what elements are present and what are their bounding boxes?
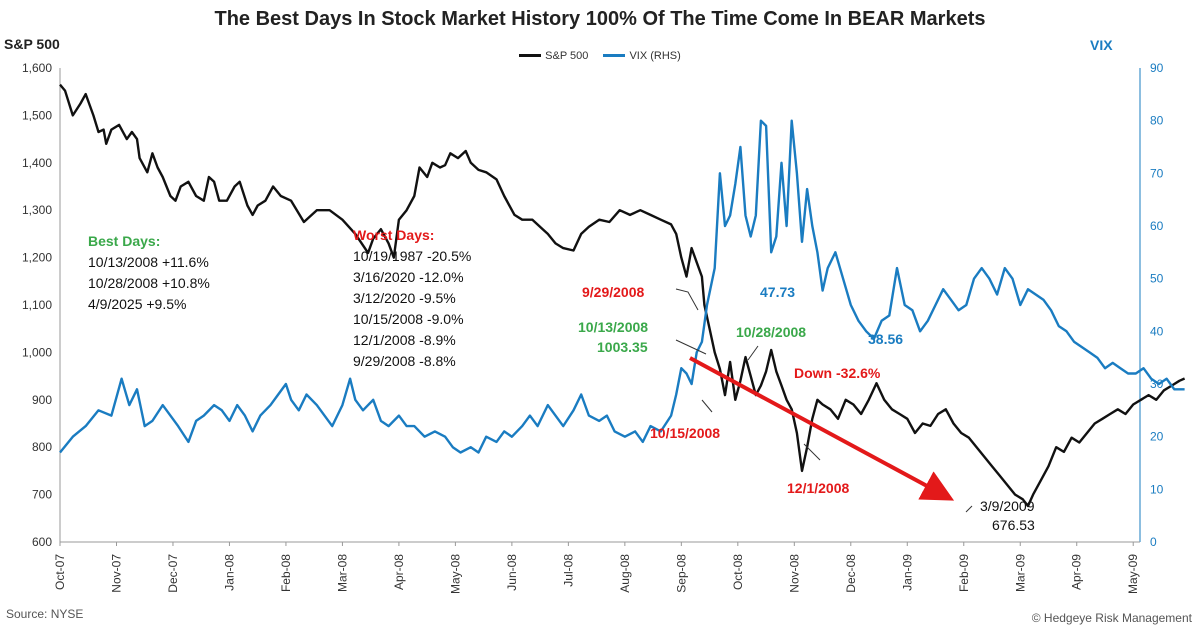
x-tick-label: Nov-08 bbox=[787, 554, 801, 593]
legend: S&P 500 VIX (RHS) bbox=[0, 48, 1200, 62]
legend-swatch-vix bbox=[603, 54, 626, 57]
best-days-title: Best Days: bbox=[88, 233, 160, 249]
x-tick-label: Jan-09 bbox=[900, 554, 914, 591]
y-tick-left: 1,500 bbox=[22, 108, 52, 122]
x-tick-label: Apr-09 bbox=[1070, 554, 1084, 590]
legend-label-sp500: S&P 500 bbox=[545, 49, 589, 62]
legend-item-vix: VIX (RHS) bbox=[603, 49, 681, 62]
label-9-29-2008: 9/29/2008 bbox=[582, 284, 644, 300]
legend-item-sp500: S&P 500 bbox=[519, 50, 588, 62]
label-12-1-2008: 12/1/2008 bbox=[787, 480, 849, 496]
x-tick-label: Sep-08 bbox=[674, 554, 688, 593]
y-tick-right: 0 bbox=[1150, 535, 1157, 549]
y-tick-left: 700 bbox=[32, 488, 52, 502]
connector-9-29 bbox=[675, 288, 699, 311]
vix-label-47-73: 47.73 bbox=[760, 284, 795, 300]
connector-10-28 bbox=[747, 345, 759, 361]
series-group bbox=[59, 83, 1186, 508]
y-tick-right: 50 bbox=[1150, 272, 1164, 286]
y-tick-left: 1,600 bbox=[22, 61, 52, 75]
x-tick-label: Dec-08 bbox=[844, 554, 858, 593]
label-10-15-2008: 10/15/2008 bbox=[650, 425, 720, 441]
y-tick-left: 1,200 bbox=[22, 251, 52, 265]
legend-swatch-sp500 bbox=[519, 54, 542, 57]
worst-day-5: 12/1/2008 -8.9% bbox=[353, 332, 456, 348]
best-day-1: 10/13/2008 +11.6% bbox=[88, 254, 209, 270]
vix-label-38-56: 38.56 bbox=[868, 331, 903, 347]
x-tick-label: May-08 bbox=[448, 554, 462, 594]
worst-day-4: 10/15/2008 -9.0% bbox=[353, 311, 464, 327]
worst-day-6: 9/29/2008 -8.8% bbox=[353, 353, 456, 369]
x-tick-label: Mar-08 bbox=[335, 554, 349, 592]
x-tick-label: Dec-07 bbox=[166, 554, 180, 593]
series-line-vix bbox=[59, 119, 1185, 454]
x-tick-label: May-09 bbox=[1126, 554, 1140, 594]
chart-title: The Best Days In Stock Market History 10… bbox=[214, 8, 986, 30]
label-3-9-2009: 3/9/2009 bbox=[980, 498, 1035, 514]
best-day-3: 4/9/2025 +9.5% bbox=[88, 296, 186, 312]
x-tick-label: Apr-08 bbox=[392, 554, 406, 590]
worst-day-3: 3/12/2020 -9.5% bbox=[353, 290, 456, 306]
legend-label-vix: VIX (RHS) bbox=[629, 49, 681, 62]
y-tick-left: 900 bbox=[32, 393, 52, 407]
y-tick-left: 1,100 bbox=[22, 298, 52, 312]
connector-10-15 bbox=[701, 399, 713, 413]
y-tick-left: 1,400 bbox=[22, 156, 52, 170]
y-tick-right: 60 bbox=[1150, 219, 1164, 233]
y-tick-left: 600 bbox=[32, 535, 52, 549]
x-tick-label: Feb-09 bbox=[957, 554, 971, 592]
best-day-2: 10/28/2008 +10.8% bbox=[88, 275, 210, 291]
y-tick-left: 1,300 bbox=[22, 203, 52, 217]
x-tick-label: Jan-08 bbox=[222, 554, 236, 591]
down-trend-arrow bbox=[689, 356, 955, 501]
value-3-9-2009: 676.53 bbox=[992, 517, 1035, 533]
y-tick-right: 40 bbox=[1150, 324, 1164, 338]
x-tick-label: Oct-08 bbox=[731, 554, 745, 590]
worst-day-2: 3/16/2020 -12.0% bbox=[353, 269, 464, 285]
connector-10-13 bbox=[675, 339, 707, 355]
y-tick-right: 80 bbox=[1150, 114, 1164, 128]
x-tick-label: Nov-07 bbox=[109, 554, 123, 593]
connector-12-1 bbox=[803, 443, 821, 461]
copyright-note: © Hedgeye Risk Management bbox=[1031, 611, 1192, 625]
y-tick-right: 10 bbox=[1150, 482, 1164, 496]
y-tick-right: 20 bbox=[1150, 430, 1164, 444]
down-percent-label: Down -32.6% bbox=[794, 365, 881, 381]
y-tick-left: 1,000 bbox=[22, 345, 52, 359]
x-tick-label: Feb-08 bbox=[279, 554, 293, 592]
x-tick-label: Aug-08 bbox=[618, 554, 632, 593]
right-axis-title: VIX bbox=[1090, 37, 1113, 53]
x-tick-label: Jul-08 bbox=[561, 554, 575, 587]
axes-group: 6007008009001,0001,1001,2001,3001,4001,5… bbox=[22, 61, 1164, 594]
label-10-13-2008: 10/13/2008 bbox=[578, 319, 648, 335]
value-10-13-2008: 1003.35 bbox=[597, 339, 648, 355]
annotations-group: Best Days: 10/13/2008 +11.6% 10/28/2008 … bbox=[88, 227, 1035, 533]
connector-3-9 bbox=[965, 505, 973, 513]
series-line-sp500 bbox=[59, 83, 1186, 508]
worst-days-title: Worst Days: bbox=[353, 227, 434, 243]
x-tick-label: Mar-09 bbox=[1013, 554, 1027, 592]
worst-day-1: 10/19/1987 -20.5% bbox=[353, 248, 471, 264]
x-tick-label: Oct-07 bbox=[53, 554, 67, 590]
label-10-28-2008: 10/28/2008 bbox=[736, 324, 806, 340]
y-tick-left: 800 bbox=[32, 440, 52, 454]
y-tick-right: 70 bbox=[1150, 166, 1164, 180]
y-tick-right: 90 bbox=[1150, 61, 1164, 75]
x-tick-label: Jun-08 bbox=[505, 554, 519, 591]
left-axis-title: S&P 500 bbox=[4, 36, 60, 52]
source-note: Source: NYSE bbox=[6, 607, 84, 621]
